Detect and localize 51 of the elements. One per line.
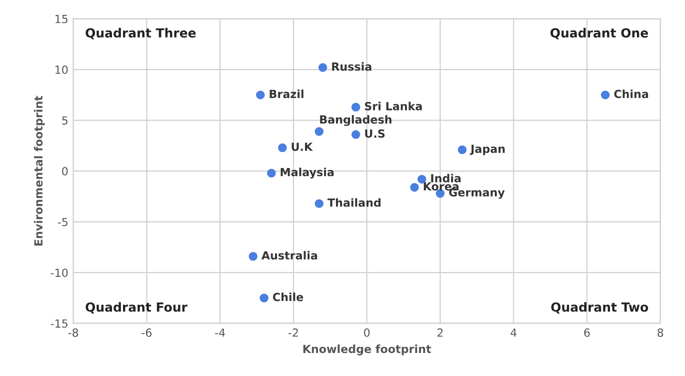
y-tick-label: -5: [58, 218, 68, 226]
x-tick-label: 8: [658, 328, 664, 337]
x-tick-label: -6: [142, 328, 152, 337]
point: [267, 168, 276, 178]
annotation: Sri Lanka: [364, 102, 422, 110]
y-tick-label: -15: [50, 319, 68, 328]
annotation: Russia: [332, 62, 372, 71]
point: [351, 130, 360, 139]
annotation: China: [614, 90, 648, 98]
x-tick-label: -8: [68, 328, 78, 337]
annotation: Korea: [424, 182, 459, 191]
point: [458, 145, 467, 154]
x-tick-label: 0: [364, 328, 370, 337]
annotation: U.S: [365, 129, 385, 138]
annotation: Quadrant Four: [86, 302, 188, 314]
annotation: Malaysia: [280, 168, 334, 179]
annotation: Chile: [272, 292, 304, 302]
point: [248, 252, 258, 261]
y-tick-label: 5: [62, 116, 68, 125]
annotation: Brazil: [270, 90, 304, 98]
y-tick-label: 10: [56, 66, 68, 74]
annotation: Australia: [261, 250, 318, 260]
y-tick-label: -10: [50, 268, 68, 277]
y-tick-label: 15: [56, 14, 68, 24]
annotation: Quadrant One: [550, 28, 648, 40]
annotation: U.K: [292, 142, 313, 151]
point: [410, 182, 419, 192]
x-tick-label: 6: [584, 328, 590, 337]
y-tick-label: 0: [62, 167, 68, 176]
annotation: Quadrant Two: [551, 302, 648, 314]
point: [600, 90, 610, 100]
point: [318, 63, 328, 72]
x-axis-title: Knowledge footprint: [303, 344, 432, 356]
annotation: Bangladesh: [320, 115, 392, 126]
x-tick-label: 4: [510, 328, 516, 337]
annotation: Quadrant Three: [86, 28, 196, 40]
point: [314, 199, 324, 208]
annotation: India: [431, 174, 461, 182]
point: [278, 143, 287, 152]
point: [417, 174, 426, 184]
annotation: Thailand: [328, 198, 380, 207]
point: [314, 127, 324, 136]
point: [256, 90, 265, 100]
x-tick-label: 2: [437, 328, 443, 337]
x-tick-label: -4: [215, 328, 225, 337]
annotation: Germany: [449, 188, 505, 199]
point: [351, 102, 360, 112]
x-tick-label: -2: [288, 328, 298, 337]
annotation: Japan: [470, 144, 505, 156]
y-axis-title: Environmental footprint: [34, 96, 45, 246]
point: [260, 294, 268, 302]
